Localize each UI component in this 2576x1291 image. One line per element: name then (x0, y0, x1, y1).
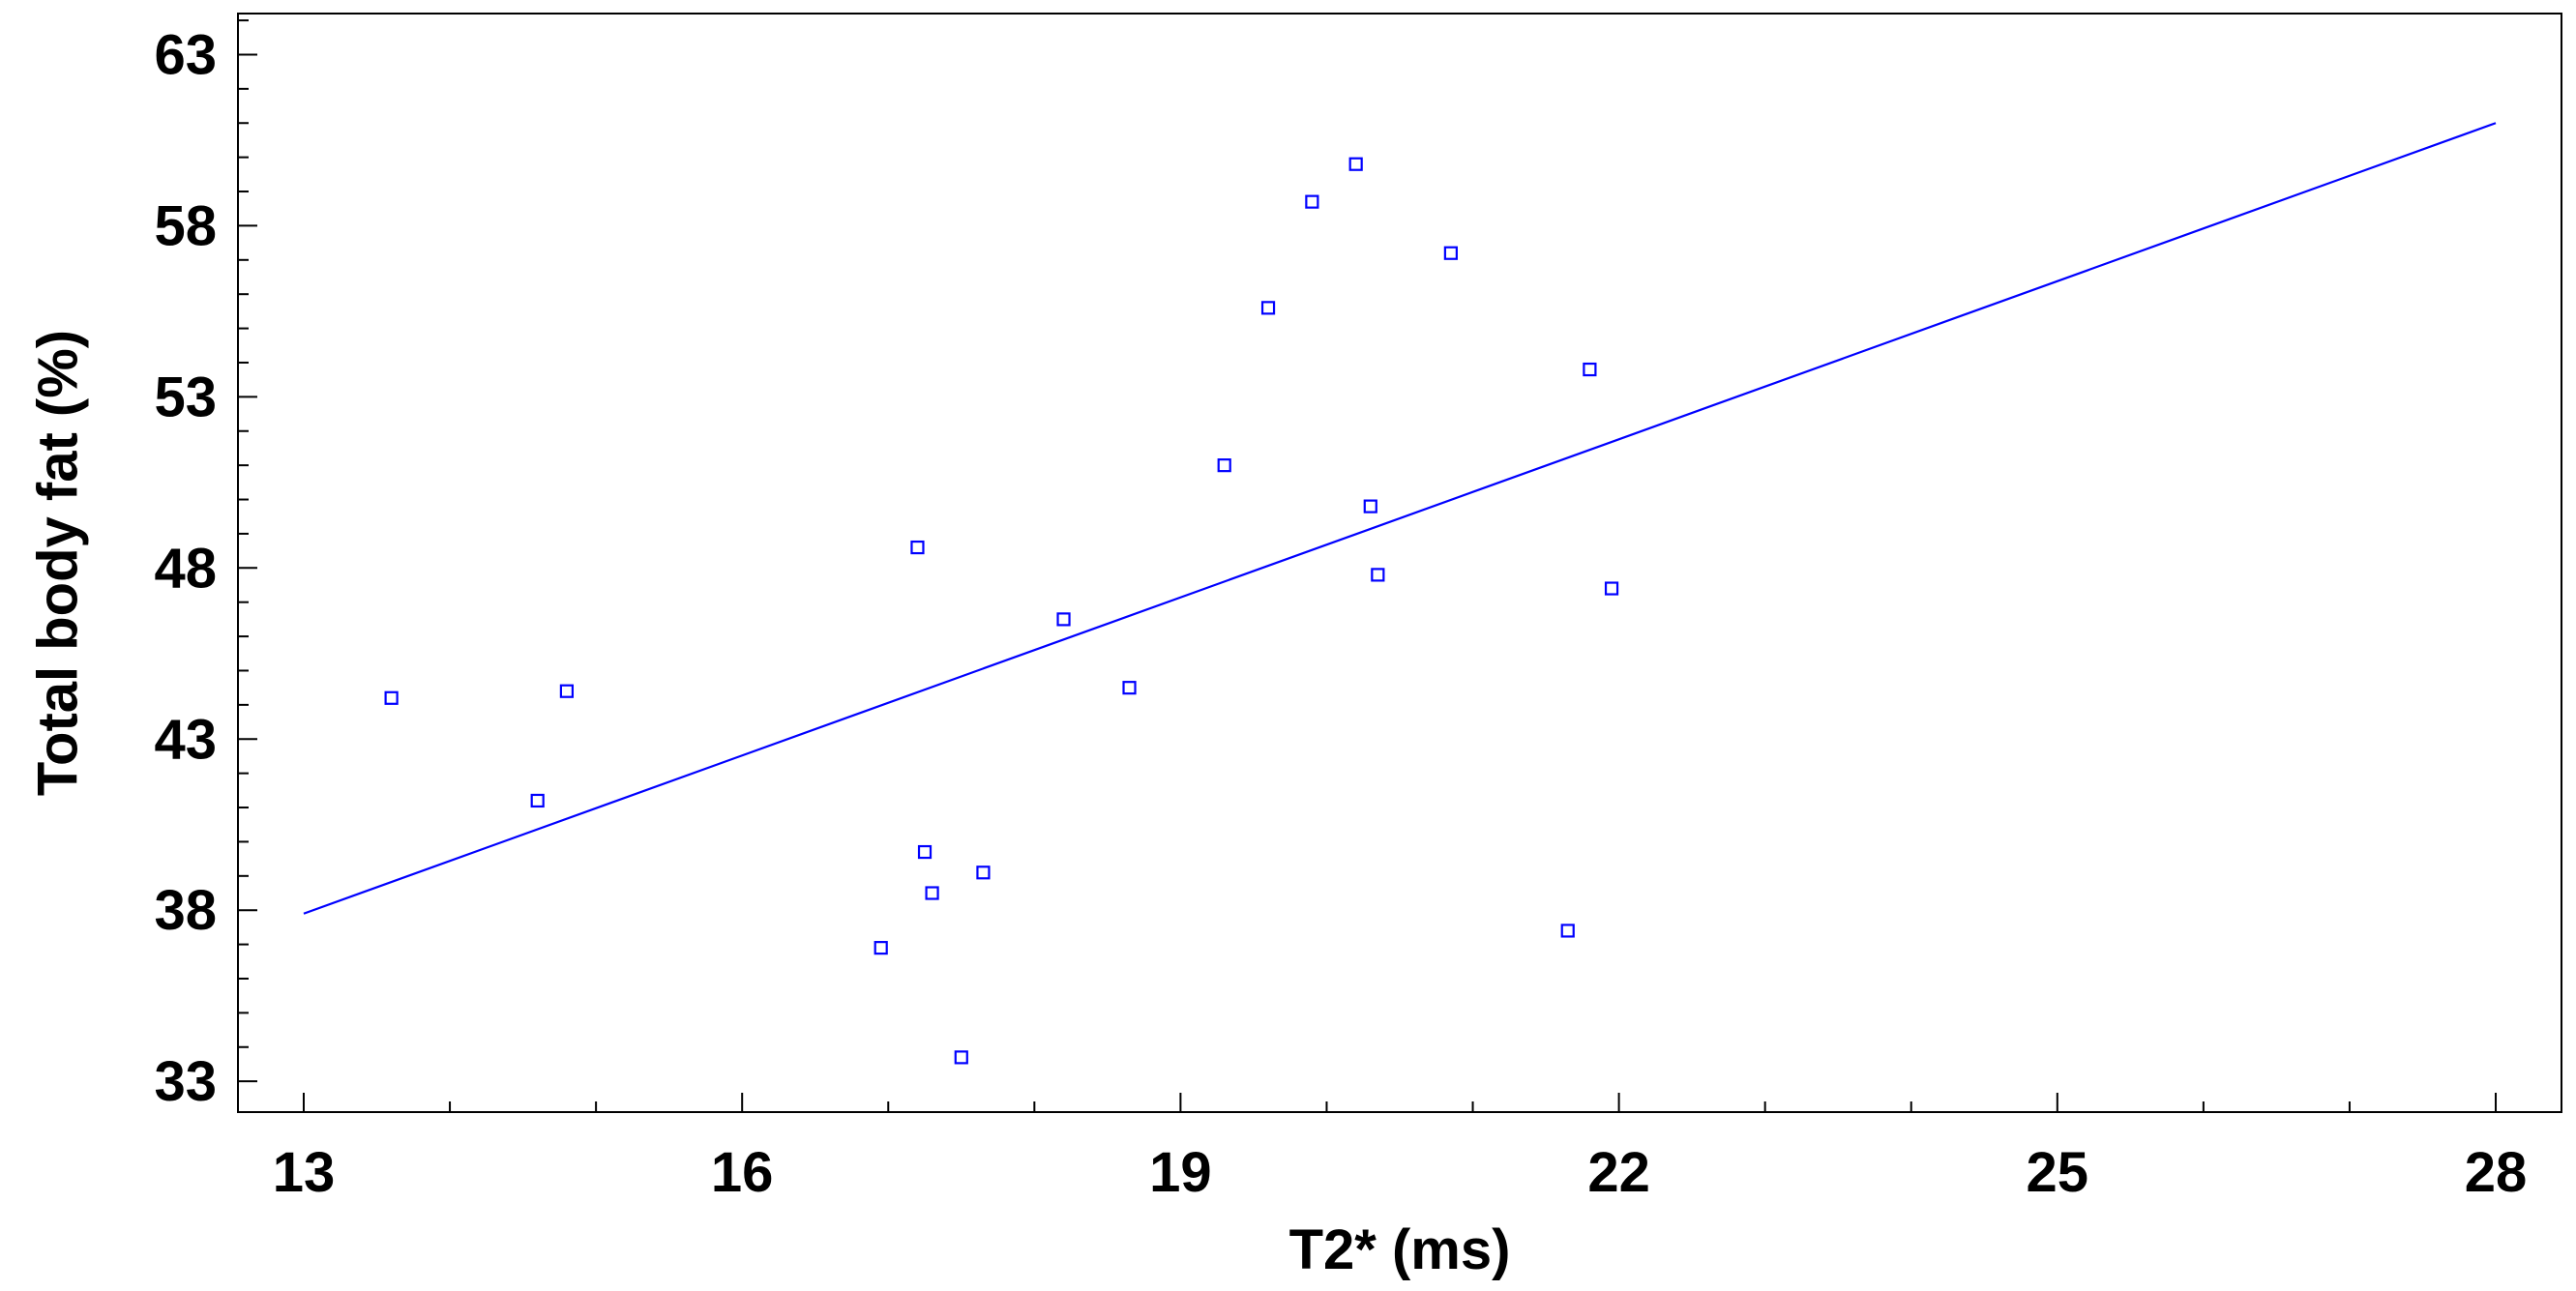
x-tick-label: 13 (273, 1141, 336, 1204)
data-point (1217, 458, 1231, 473)
data-point (1583, 362, 1597, 377)
data-point (1560, 924, 1575, 938)
data-point (954, 1050, 968, 1065)
data-point (1604, 581, 1619, 596)
x-tick-label: 22 (1587, 1141, 1650, 1204)
data-point (1371, 568, 1385, 582)
y-tick-label: 63 (154, 23, 217, 86)
data-point (1260, 301, 1276, 315)
x-tick-label: 16 (711, 1141, 774, 1204)
data-point (976, 866, 991, 880)
data-point (1056, 612, 1071, 627)
y-axis-title: Total body fat (%) (26, 330, 89, 796)
x-tick-label: 19 (1149, 1141, 1212, 1204)
y-tick-label: 48 (154, 537, 217, 600)
y-tick-label: 53 (154, 366, 217, 428)
y-axis-ticks (238, 19, 257, 1083)
data-point (910, 540, 925, 555)
data-point (1443, 246, 1458, 260)
data-point (873, 941, 888, 955)
data-point (917, 844, 933, 860)
y-tick-label: 38 (154, 879, 217, 942)
x-tick-label: 25 (2027, 1141, 2089, 1204)
x-axis-ticks (302, 1093, 2498, 1112)
y-tick-label: 58 (154, 194, 217, 257)
data-point (384, 690, 399, 705)
data-point (1348, 157, 1363, 171)
y-axis-tick-labels: 33 38 43 48 53 58 63 (154, 23, 217, 1113)
data-point (530, 793, 545, 808)
x-axis-tick-labels: 13 16 19 22 25 28 (273, 1141, 2528, 1204)
y-tick-label: 33 (154, 1050, 217, 1113)
data-point (1122, 681, 1137, 695)
data-point (1305, 194, 1319, 209)
data-point (925, 886, 939, 900)
data-series (303, 122, 2497, 1065)
data-point (1363, 499, 1377, 513)
plot-frame (237, 13, 2562, 1113)
y-tick-label: 43 (154, 708, 217, 771)
regression-line (303, 122, 2497, 915)
x-tick-label: 28 (2465, 1141, 2528, 1204)
data-point (559, 684, 575, 698)
x-axis-title: T2* (ms) (1289, 1218, 1511, 1281)
